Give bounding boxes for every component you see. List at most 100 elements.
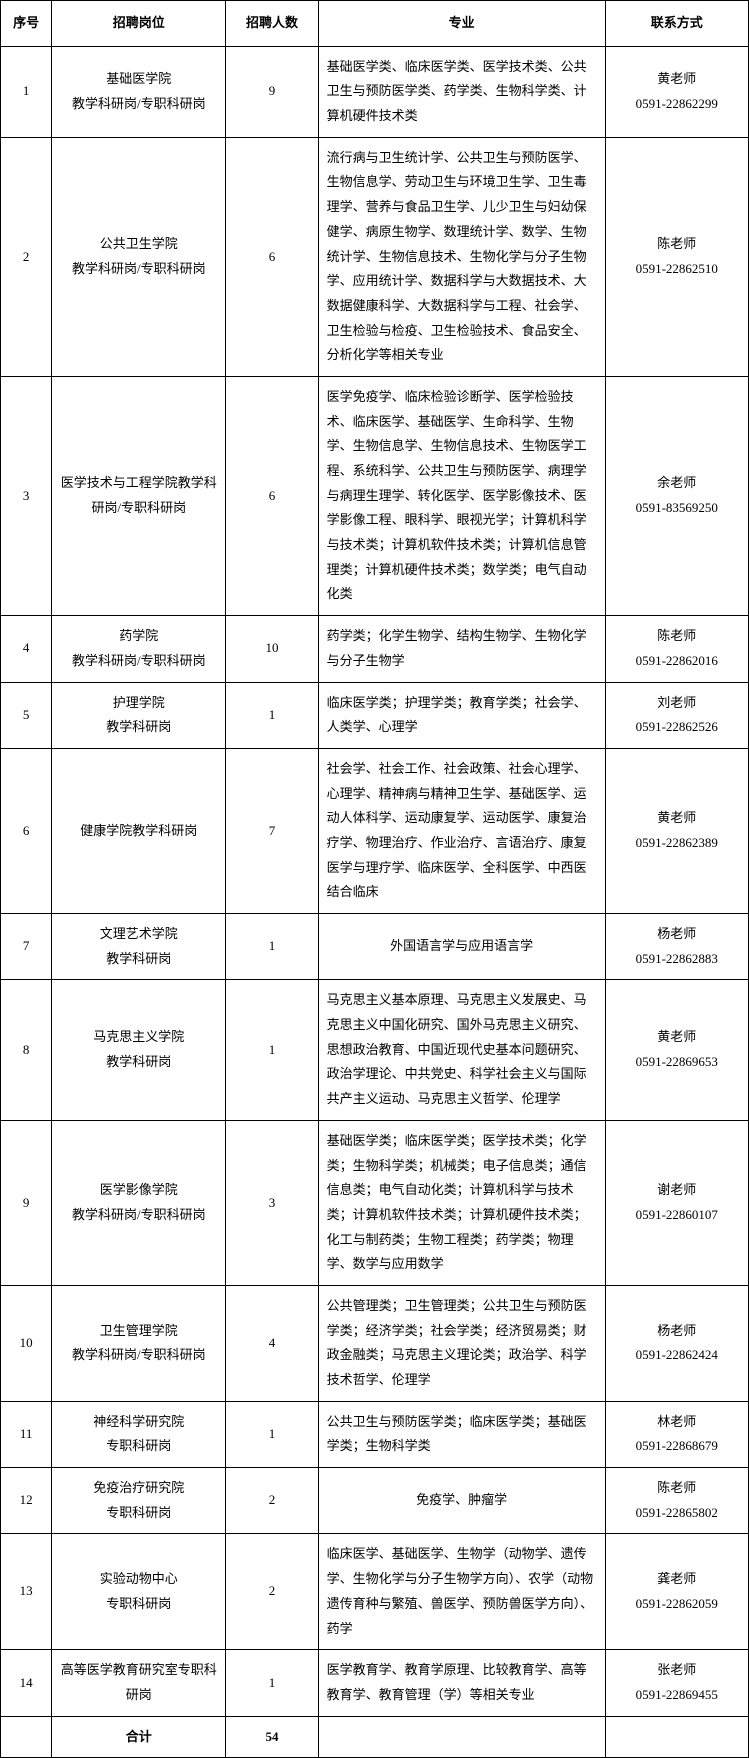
cell-major: 临床医学类；护理学类；教育学类；社会学、人类学、心理学 xyxy=(318,682,605,748)
total-count: 54 xyxy=(226,1716,318,1758)
table-row: 1基础医学院教学科研岗/专职科研岗9基础医学类、临床医学类、医学技术类、公共卫生… xyxy=(1,46,749,137)
cell-seq: 6 xyxy=(1,748,52,913)
cell-major: 基础医学类；临床医学类；医学技术类；化学类；生物科学类；机械类；电子信息类；通信… xyxy=(318,1120,605,1285)
cell-major: 医学教育学、教育学原理、比较教育学、高等教育学、教育管理（学）等相关专业 xyxy=(318,1650,605,1716)
cell-seq: 10 xyxy=(1,1285,52,1401)
table-row: 5护理学院教学科研岗1临床医学类；护理学类；教育学类；社会学、人类学、心理学刘老… xyxy=(1,682,749,748)
post-label: 教学科研岗 xyxy=(58,947,219,972)
phone-label: 0591-22862510 xyxy=(612,257,742,282)
post-label: 专职科研岗 xyxy=(58,1592,219,1617)
cell-seq: 13 xyxy=(1,1534,52,1650)
total-label: 合计 xyxy=(52,1716,226,1758)
cell-major: 免疫学、肿瘤学 xyxy=(318,1468,605,1534)
post-label: 专职科研岗 xyxy=(58,1434,219,1459)
dept-label: 免疫治疗研究院 xyxy=(58,1476,219,1501)
post-label: 教学科研岗/专职科研岗 xyxy=(58,1203,219,1228)
cell-seq: 3 xyxy=(1,376,52,615)
cell-contact: 黄老师0591-22869653 xyxy=(605,980,748,1120)
cell-position: 免疫治疗研究院专职科研岗 xyxy=(52,1468,226,1534)
table-row: 11神经科学研究院专职科研岗1公共卫生与预防医学类；临床医学类；基础医学类；生物… xyxy=(1,1401,749,1467)
table-row: 13实验动物中心专职科研岗 2临床医学、基础医学、生物学（动物学、遗传学、生物化学… xyxy=(1,1534,749,1650)
cell-major: 社会学、社会工作、社会政策、社会心理学、心理学、精神病与精神卫生学、基础医学、运… xyxy=(318,748,605,913)
cell-position: 神经科学研究院专职科研岗 xyxy=(52,1401,226,1467)
phone-label: 0591-22862016 xyxy=(612,649,742,674)
total-empty xyxy=(318,1716,605,1758)
table-row: 9医学影像学院教学科研岗/专职科研岗3基础医学类；临床医学类；医学技术类；化学类… xyxy=(1,1120,749,1285)
teacher-label: 林老师 xyxy=(612,1410,742,1435)
table-row: 8马克思主义学院教学科研岗1马克思主义基本原理、马克思主义发展史、马克思主义中国… xyxy=(1,980,749,1120)
cell-major: 药学类；化学生物学、结构生物学、生物化学与分子生物学 xyxy=(318,616,605,682)
cell-major: 流行病与卫生统计学、公共卫生与预防医学、生物信息学、劳动卫生与环境卫生学、卫生毒… xyxy=(318,137,605,376)
phone-label: 0591-22862299 xyxy=(612,92,742,117)
dept-label: 健康学院教学科研岗 xyxy=(58,819,219,844)
cell-contact: 黄老师0591-22862389 xyxy=(605,748,748,913)
cell-contact: 杨老师0591-22862424 xyxy=(605,1285,748,1401)
cell-count: 3 xyxy=(226,1120,318,1285)
cell-contact: 余老师0591-83569250 xyxy=(605,376,748,615)
cell-seq: 8 xyxy=(1,980,52,1120)
cell-count: 1 xyxy=(226,1401,318,1467)
dept-label: 护理学院 xyxy=(58,691,219,716)
dept-label: 文理艺术学院 xyxy=(58,922,219,947)
phone-label: 0591-83569250 xyxy=(612,496,742,521)
cell-position: 药学院教学科研岗/专职科研岗 xyxy=(52,616,226,682)
header-major: 专业 xyxy=(318,1,605,47)
cell-position: 高等医学教育研究室专职科研岗 xyxy=(52,1650,226,1716)
cell-contact: 谢老师0591-22860107 xyxy=(605,1120,748,1285)
header-position: 招聘岗位 xyxy=(52,1,226,47)
cell-major: 公共卫生与预防医学类；临床医学类；基础医学类；生物科学类 xyxy=(318,1401,605,1467)
cell-contact: 林老师0591-22868679 xyxy=(605,1401,748,1467)
post-label: 教学科研岗/专职科研岗 xyxy=(58,649,219,674)
teacher-label: 杨老师 xyxy=(612,922,742,947)
cell-major: 公共管理类；卫生管理类；公共卫生与预防医学类；经济学类；社会学类；经济贸易类；财… xyxy=(318,1285,605,1401)
phone-label: 0591-22869653 xyxy=(612,1050,742,1075)
table-row: 3医学技术与工程学院教学科研岗/专职科研岗6医学免疫学、临床检验诊断学、医学检验… xyxy=(1,376,749,615)
header-contact: 联系方式 xyxy=(605,1,748,47)
cell-seq: 12 xyxy=(1,1468,52,1534)
teacher-label: 黄老师 xyxy=(612,67,742,92)
dept-label: 公共卫生学院 xyxy=(58,232,219,257)
phone-label: 0591-22860107 xyxy=(612,1203,742,1228)
cell-count: 2 xyxy=(226,1468,318,1534)
cell-seq: 4 xyxy=(1,616,52,682)
table-row: 12免疫治疗研究院专职科研岗2免疫学、肿瘤学陈老师0591-22865802 xyxy=(1,1468,749,1534)
table-row: 10卫生管理学院教学科研岗/专职科研岗4公共管理类；卫生管理类；公共卫生与预防医… xyxy=(1,1285,749,1401)
cell-position: 公共卫生学院教学科研岗/专职科研岗 xyxy=(52,137,226,376)
table-row: 7文理艺术学院教学科研岗1外国语言学与应用语言学杨老师0591-22862883 xyxy=(1,914,749,980)
cell-count: 6 xyxy=(226,376,318,615)
cell-contact: 黄老师0591-22862299 xyxy=(605,46,748,137)
post-label: 专职科研岗 xyxy=(58,1501,219,1526)
cell-position: 文理艺术学院教学科研岗 xyxy=(52,914,226,980)
table-row: 4药学院教学科研岗/专职科研岗10药学类；化学生物学、结构生物学、生物化学与分子… xyxy=(1,616,749,682)
dept-label: 医学技术与工程学院教学科研岗/专职科研岗 xyxy=(58,471,219,520)
cell-contact: 陈老师0591-22862016 xyxy=(605,616,748,682)
cell-count: 9 xyxy=(226,46,318,137)
cell-seq: 7 xyxy=(1,914,52,980)
phone-label: 0591-22865802 xyxy=(612,1501,742,1526)
dept-label: 实验动物中心 xyxy=(58,1567,219,1592)
cell-count: 4 xyxy=(226,1285,318,1401)
cell-contact: 张老师0591-22869455 xyxy=(605,1650,748,1716)
phone-label: 0591-22862424 xyxy=(612,1343,742,1368)
cell-position: 医学影像学院教学科研岗/专职科研岗 xyxy=(52,1120,226,1285)
cell-count: 2 xyxy=(226,1534,318,1650)
teacher-label: 谢老师 xyxy=(612,1178,742,1203)
dept-label: 高等医学教育研究室专职科研岗 xyxy=(58,1658,219,1707)
cell-major: 临床医学、基础医学、生物学（动物学、遗传学、生物化学与分子生物学方向）、农学（动… xyxy=(318,1534,605,1650)
cell-contact: 杨老师0591-22862883 xyxy=(605,914,748,980)
cell-position: 健康学院教学科研岗 xyxy=(52,748,226,913)
header-row: 序号 招聘岗位 招聘人数 专业 联系方式 xyxy=(1,1,749,47)
cell-position: 医学技术与工程学院教学科研岗/专职科研岗 xyxy=(52,376,226,615)
cell-contact: 陈老师0591-22862510 xyxy=(605,137,748,376)
cell-position: 基础医学院教学科研岗/专职科研岗 xyxy=(52,46,226,137)
cell-position: 护理学院教学科研岗 xyxy=(52,682,226,748)
teacher-label: 黄老师 xyxy=(612,806,742,831)
phone-label: 0591-22869455 xyxy=(612,1683,742,1708)
dept-label: 卫生管理学院 xyxy=(58,1319,219,1344)
table-row: 2公共卫生学院教学科研岗/专职科研岗6流行病与卫生统计学、公共卫生与预防医学、生… xyxy=(1,137,749,376)
cell-count: 1 xyxy=(226,682,318,748)
teacher-label: 张老师 xyxy=(612,1658,742,1683)
post-label: 教学科研岗 xyxy=(58,715,219,740)
post-label: 教学科研岗/专职科研岗 xyxy=(58,92,219,117)
phone-label: 0591-22862389 xyxy=(612,831,742,856)
